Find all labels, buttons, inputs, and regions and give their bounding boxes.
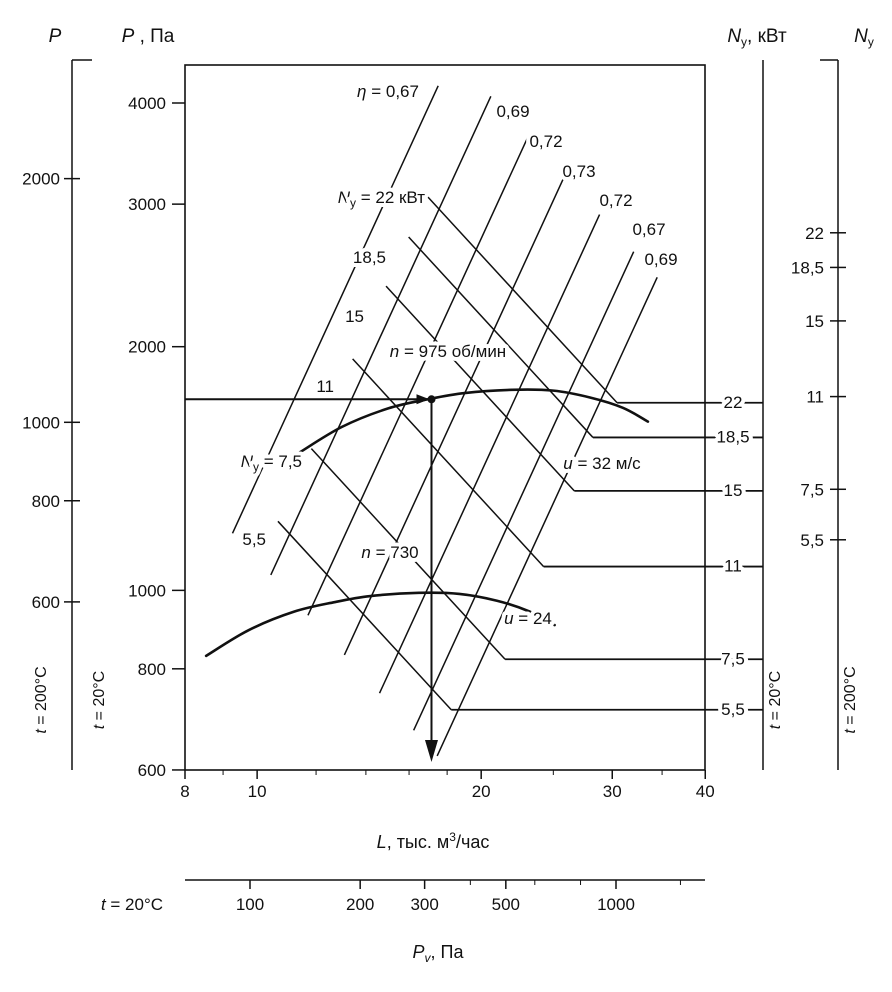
labels: 8 10 20 30 40 L, тыс. м3/час 4000 3000 2000 1000 8… — [22, 26, 874, 965]
svg-text:600: 600 — [138, 761, 166, 780]
svg-text:u = 24: u = 24 — [504, 609, 552, 628]
svg-text:P: P — [49, 26, 62, 47]
svg-text:0,72: 0,72 — [599, 191, 632, 210]
svg-text:4000: 4000 — [128, 94, 166, 113]
svg-text:15: 15 — [805, 312, 824, 331]
svg-text:P , Па: P , Па — [122, 26, 175, 47]
svg-text:0,73: 0,73 — [562, 162, 595, 181]
svg-text:Nу: Nу — [854, 26, 874, 49]
svg-text:5,5: 5,5 — [242, 530, 266, 549]
svg-text:0,69: 0,69 — [644, 250, 677, 269]
svg-text:800: 800 — [32, 492, 60, 511]
svg-text:η = 0,67: η = 0,67 — [357, 82, 419, 101]
svg-text:15: 15 — [345, 307, 364, 326]
svg-text:7,5: 7,5 — [721, 649, 745, 668]
svg-text:18,5: 18,5 — [791, 258, 824, 277]
svg-text:1000: 1000 — [128, 581, 166, 600]
svg-text:2000: 2000 — [128, 338, 166, 357]
axes — [64, 59, 846, 889]
svg-text:18,5: 18,5 — [716, 427, 749, 446]
svg-text:0,69: 0,69 — [496, 102, 529, 121]
svg-text:800: 800 — [138, 660, 166, 679]
svg-text:5,5: 5,5 — [800, 531, 824, 550]
svg-text:15: 15 — [724, 481, 743, 500]
svg-text:300: 300 — [410, 895, 438, 914]
svg-text:3000: 3000 — [128, 195, 166, 214]
svg-text:500: 500 — [492, 895, 520, 914]
svg-text:100: 100 — [236, 895, 264, 914]
svg-text:10: 10 — [248, 782, 267, 801]
svg-text:8: 8 — [180, 782, 189, 801]
svg-text:22: 22 — [805, 224, 824, 243]
svg-text:30: 30 — [603, 782, 622, 801]
svg-text:11: 11 — [806, 388, 824, 407]
svg-text:11: 11 — [724, 557, 742, 576]
svg-text:Pv, Па: Pv, Па — [413, 942, 465, 965]
svg-text:0,67: 0,67 — [632, 220, 665, 239]
svg-text:22: 22 — [724, 393, 743, 412]
svg-text:t = 20°C: t = 20°C — [91, 671, 108, 729]
svg-text:n = 975 об/мин: n = 975 об/мин — [390, 342, 506, 361]
svg-text:1000: 1000 — [597, 895, 635, 914]
svg-text:40: 40 — [696, 782, 715, 801]
svg-text:1000: 1000 — [22, 413, 60, 432]
svg-text:0,72: 0,72 — [529, 132, 562, 151]
mesh-lines — [231, 85, 763, 757]
svg-text:t = 200°C: t = 200°C — [33, 666, 50, 733]
operating-point — [185, 394, 438, 762]
svg-text:11: 11 — [316, 377, 334, 396]
svg-text:t = 20°C: t = 20°C — [767, 671, 784, 729]
svg-text:18,5: 18,5 — [353, 248, 386, 267]
svg-text:n = 730: n = 730 — [361, 543, 418, 562]
svg-text:600: 600 — [32, 593, 60, 612]
svg-text:Nу = 22 кВт: Nу = 22 кВт — [338, 188, 425, 210]
svg-text:Nу, кВт: Nу, кВт — [727, 26, 787, 49]
svg-text:2000: 2000 — [22, 170, 60, 189]
svg-text:5,5: 5,5 — [721, 700, 745, 719]
svg-text:200: 200 — [346, 895, 374, 914]
svg-text:20: 20 — [472, 782, 491, 801]
svg-text:7,5: 7,5 — [800, 480, 824, 499]
svg-text:Nу = 7,5: Nу = 7,5 — [241, 452, 302, 474]
speed-curves — [204, 388, 650, 658]
svg-text:t = 20°C: t = 20°C — [101, 895, 163, 914]
svg-text:t = 200°C: t = 200°C — [842, 666, 859, 733]
svg-text:u = 32 м/с: u = 32 м/с — [563, 454, 641, 473]
svg-text:L, тыс. м3/час: L, тыс. м3/час — [377, 830, 490, 852]
